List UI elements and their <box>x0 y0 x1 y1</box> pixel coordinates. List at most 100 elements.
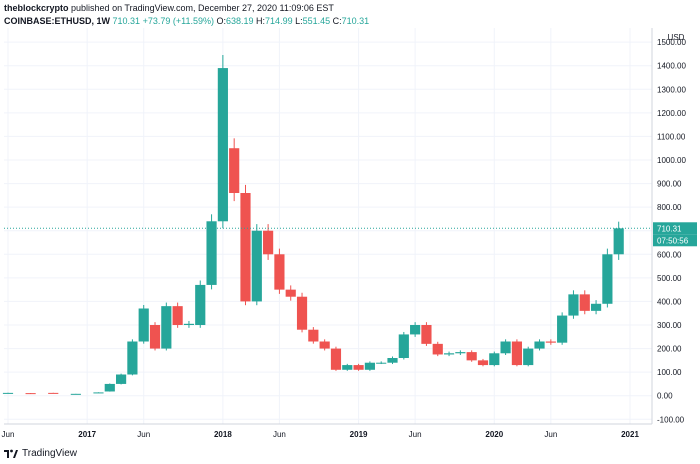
candle-body <box>2 392 14 394</box>
candle-body <box>443 353 455 355</box>
candle-body <box>534 341 545 349</box>
candle-body <box>602 254 613 304</box>
y-tick-label: 800.00 <box>657 203 682 212</box>
last-price: 710.31 <box>112 16 141 26</box>
candle-body <box>590 303 602 311</box>
candle-body <box>455 352 466 354</box>
candle-body <box>568 294 579 316</box>
symbol-name: COINBASE:ETHUSD, 1W <box>4 16 111 26</box>
candle-body <box>138 308 149 342</box>
countdown-tag: 07:50:56 <box>657 236 689 245</box>
candle-body <box>432 343 443 355</box>
low-value: 551.45 <box>302 16 331 26</box>
y-tick-label: -100.00 <box>657 415 685 424</box>
candle-body <box>285 289 296 297</box>
y-tick-label: 500.00 <box>657 274 682 283</box>
y-tick-label: 100.00 <box>657 368 682 377</box>
candle-body <box>330 348 342 370</box>
y-tick-label: 1100.00 <box>657 132 686 141</box>
price-change: +73.79 (+11.59%) <box>142 16 214 26</box>
y-tick-label: 0.00 <box>657 392 673 401</box>
x-tick-label: 2019 <box>350 430 368 439</box>
candle-body <box>217 68 228 222</box>
candle-body <box>206 221 217 285</box>
candle-body <box>296 296 308 330</box>
y-tick-label: 300.00 <box>657 321 682 330</box>
candle-body <box>545 341 556 343</box>
candle-body <box>70 393 81 395</box>
candle-body <box>308 329 319 342</box>
y-tick-label: 1400.00 <box>657 62 686 71</box>
candles-layer <box>2 54 624 395</box>
candle-body <box>319 341 330 349</box>
candle-body <box>274 254 285 290</box>
time-axis[interactable]: Jun 2017 Jun 2018 Jun 2019 Jun 2020 Jun 2021 <box>2 423 652 439</box>
high-value: 714.99 <box>265 16 293 26</box>
candle-body <box>613 228 624 255</box>
currency-label: USD <box>668 33 685 42</box>
candle-body <box>477 360 489 366</box>
publisher-name: theblockcrypto <box>4 3 69 13</box>
candle-body <box>579 294 590 311</box>
x-tick-label: Jun <box>544 430 557 439</box>
candle-body <box>523 348 534 366</box>
publish-date: published on TradingView.com, December 2… <box>71 3 334 13</box>
candle-body <box>557 315 568 343</box>
candle-body <box>251 230 262 302</box>
candle-body <box>183 323 195 325</box>
close-value: 710.31 <box>341 16 370 26</box>
last-price-tag: 710.31 <box>657 224 682 233</box>
candle-body <box>48 392 59 394</box>
y-tick-label: 1300.00 <box>657 85 686 94</box>
candle-body <box>342 365 353 370</box>
low-label: L: <box>295 16 303 26</box>
candle-body <box>195 284 206 325</box>
candle-body <box>398 334 409 358</box>
candle-body <box>421 325 432 344</box>
publish-info: theblockcrypto published on TradingView.… <box>4 2 694 14</box>
last-price-badge <box>653 222 697 235</box>
symbol-info: COINBASE:ETHUSD, 1W 710.31 +73.79 (+11.5… <box>4 15 694 27</box>
candle-body <box>410 325 421 335</box>
y-tick-label: 1200.00 <box>657 109 686 118</box>
y-tick-label: 200.00 <box>657 345 682 354</box>
candle-body <box>116 374 127 384</box>
close-label: C: <box>332 16 342 26</box>
candle-body <box>229 148 240 193</box>
y-tick-label: 600.00 <box>657 250 682 259</box>
tradingview-footer[interactable]: TradingView <box>4 446 77 460</box>
open-label: O: <box>216 16 226 26</box>
candle-body <box>466 352 477 361</box>
tradingview-brand: TradingView <box>22 447 78 459</box>
chart-grid <box>4 28 652 424</box>
candle-body <box>364 362 375 370</box>
high-label: H: <box>256 16 266 26</box>
x-tick-label: Jun <box>2 430 15 439</box>
candle-body <box>149 325 161 349</box>
y-tick-label: 1500.00 <box>657 38 686 47</box>
candle-body <box>93 392 104 394</box>
y-tick-label: 900.00 <box>657 180 682 189</box>
open-value: 638.19 <box>226 16 254 26</box>
tradingview-logo-icon <box>4 449 18 458</box>
y-tick-label: 400.00 <box>657 297 682 306</box>
candle-body <box>511 341 522 366</box>
candle-body <box>161 306 172 349</box>
countdown-badge <box>653 234 697 247</box>
x-tick-label: 2017 <box>78 430 96 439</box>
candle-body <box>387 358 398 363</box>
candle-body <box>263 230 274 255</box>
chart-header: theblockcrypto published on TradingView.… <box>4 2 694 27</box>
y-tick-label: 1000.00 <box>657 156 686 165</box>
candle-body <box>376 362 387 364</box>
x-tick-label: Jun <box>137 430 150 439</box>
x-tick-label: Jun <box>409 430 422 439</box>
candle-body <box>127 341 138 375</box>
x-tick-label: 2018 <box>214 430 232 439</box>
candle-body <box>489 353 500 366</box>
candle-body <box>172 306 183 325</box>
candle-body <box>240 193 251 302</box>
x-tick-label: Jun <box>273 430 286 439</box>
